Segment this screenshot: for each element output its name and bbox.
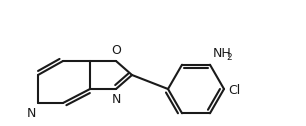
Text: NH: NH: [213, 47, 232, 60]
Text: O: O: [111, 44, 121, 57]
Text: N: N: [27, 107, 36, 120]
Text: 2: 2: [226, 53, 232, 62]
Text: Cl: Cl: [228, 85, 240, 98]
Text: N: N: [111, 93, 121, 106]
